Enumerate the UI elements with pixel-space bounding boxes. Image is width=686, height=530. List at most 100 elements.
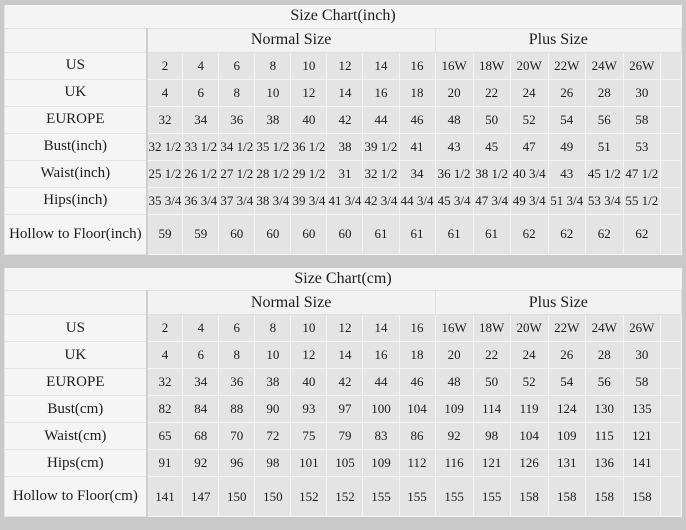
size-cell: 60 [218,213,256,255]
size-cell: 20 [434,78,474,107]
size-cell: 126 [509,449,549,477]
empty-trailing-cell [659,51,683,80]
size-cell: 141 [146,476,184,517]
empty-trailing-cell [659,132,683,161]
size-cell: 104 [398,395,436,423]
size-cell: 65 [146,422,184,450]
size-cell: 59 [182,213,220,255]
size-cell: 135 [622,395,661,423]
size-cell: 18W [472,51,511,80]
size-cell: 115 [584,422,624,450]
size-cell: 16W [434,314,474,342]
size-cell: 60 [326,213,364,255]
size-cell: 28 [584,78,624,107]
size-cell: 97 [326,395,364,423]
size-cell: 44 [362,105,400,134]
size-cell: 109 [434,395,474,423]
size-cell: 90 [254,395,292,423]
size-cell: 12 [326,51,364,80]
size-cell: 36 3/4 [182,186,220,215]
row-label: UK [3,341,148,369]
size-cell: 22 [472,78,511,107]
size-cell: 16 [398,314,436,342]
size-cell: 50 [472,368,511,396]
size-cell: 61 [434,213,474,255]
size-cell: 39 3/4 [290,186,328,215]
size-cell: 12 [290,341,328,369]
size-cell: 62 [622,213,661,255]
size-cell: 68 [182,422,220,450]
size-cell: 41 3/4 [326,186,364,215]
size-cell: 155 [434,476,474,517]
size-cell: 30 [622,78,661,107]
size-cell: 32 1/2 [362,159,400,188]
size-cell: 14 [362,51,400,80]
size-cell: 16W [434,51,474,80]
size-cell: 12 [290,78,328,107]
size-cell: 18 [398,78,436,107]
size-cell: 44 3/4 [398,186,436,215]
row-label: Bust(cm) [3,395,148,423]
empty-trailing-cell [659,449,683,477]
size-cell: 38 [254,368,292,396]
size-cell: 25 1/2 [146,159,184,188]
size-cell: 42 [326,105,364,134]
size-cell: 158 [509,476,549,517]
size-cell: 62 [547,213,586,255]
size-cell: 8 [218,78,256,107]
row-label: Waist(inch) [3,159,148,188]
row-label: US [3,314,148,342]
size-cell: 26W [622,314,661,342]
size-cell: 47 1/2 [622,159,661,188]
size-cell: 49 [547,132,586,161]
size-cell: 53 [622,132,661,161]
size-cell: 24W [584,314,624,342]
size-cell: 2 [146,314,184,342]
empty-trailing-cell [659,78,683,107]
size-cell: 104 [509,422,549,450]
table-title: Size Chart(inch) [4,5,682,29]
size-cell: 150 [254,476,292,517]
size-cell: 62 [509,213,549,255]
empty-trailing-cell [659,341,683,369]
corner-cell [3,290,148,315]
size-cell: 79 [326,422,364,450]
size-chart-inch-table: Size Chart(inch) Normal Size Plus Size US 2 4… [3,5,683,255]
size-cell: 155 [472,476,511,517]
row-label: Hollow to Floor(cm) [3,476,148,517]
size-cell: 4 [182,51,220,80]
size-cell: 92 [434,422,474,450]
size-cell: 14 [326,78,364,107]
size-cell: 58 [622,105,661,134]
size-cell: 2 [146,51,184,80]
size-cell: 48 [434,105,474,134]
size-cell: 152 [290,476,328,517]
size-cell: 45 1/2 [584,159,624,188]
size-cell: 61 [362,213,400,255]
size-cell: 32 [146,368,184,396]
size-cell: 26 1/2 [182,159,220,188]
size-cell: 24 [509,78,549,107]
size-cell: 12 [326,314,364,342]
size-cell: 37 3/4 [218,186,256,215]
size-cell: 45 [472,132,511,161]
size-cell: 4 [146,78,184,107]
size-cell: 38 [326,132,364,161]
size-cell: 84 [182,395,220,423]
size-cell: 121 [472,449,511,477]
size-cell: 26W [622,51,661,80]
size-cell: 24 [509,341,549,369]
size-cell: 28 [584,341,624,369]
size-cell: 147 [182,476,220,517]
size-cell: 40 [290,105,328,134]
size-cell: 41 [398,132,436,161]
size-cell: 36 1/2 [434,159,474,188]
size-cell: 152 [326,476,364,517]
size-cell: 150 [218,476,256,517]
size-cell: 6 [182,78,220,107]
size-cell: 158 [584,476,624,517]
size-cell: 155 [398,476,436,517]
size-cell: 92 [182,449,220,477]
empty-trailing-cell [659,368,683,396]
size-cell: 61 [398,213,436,255]
